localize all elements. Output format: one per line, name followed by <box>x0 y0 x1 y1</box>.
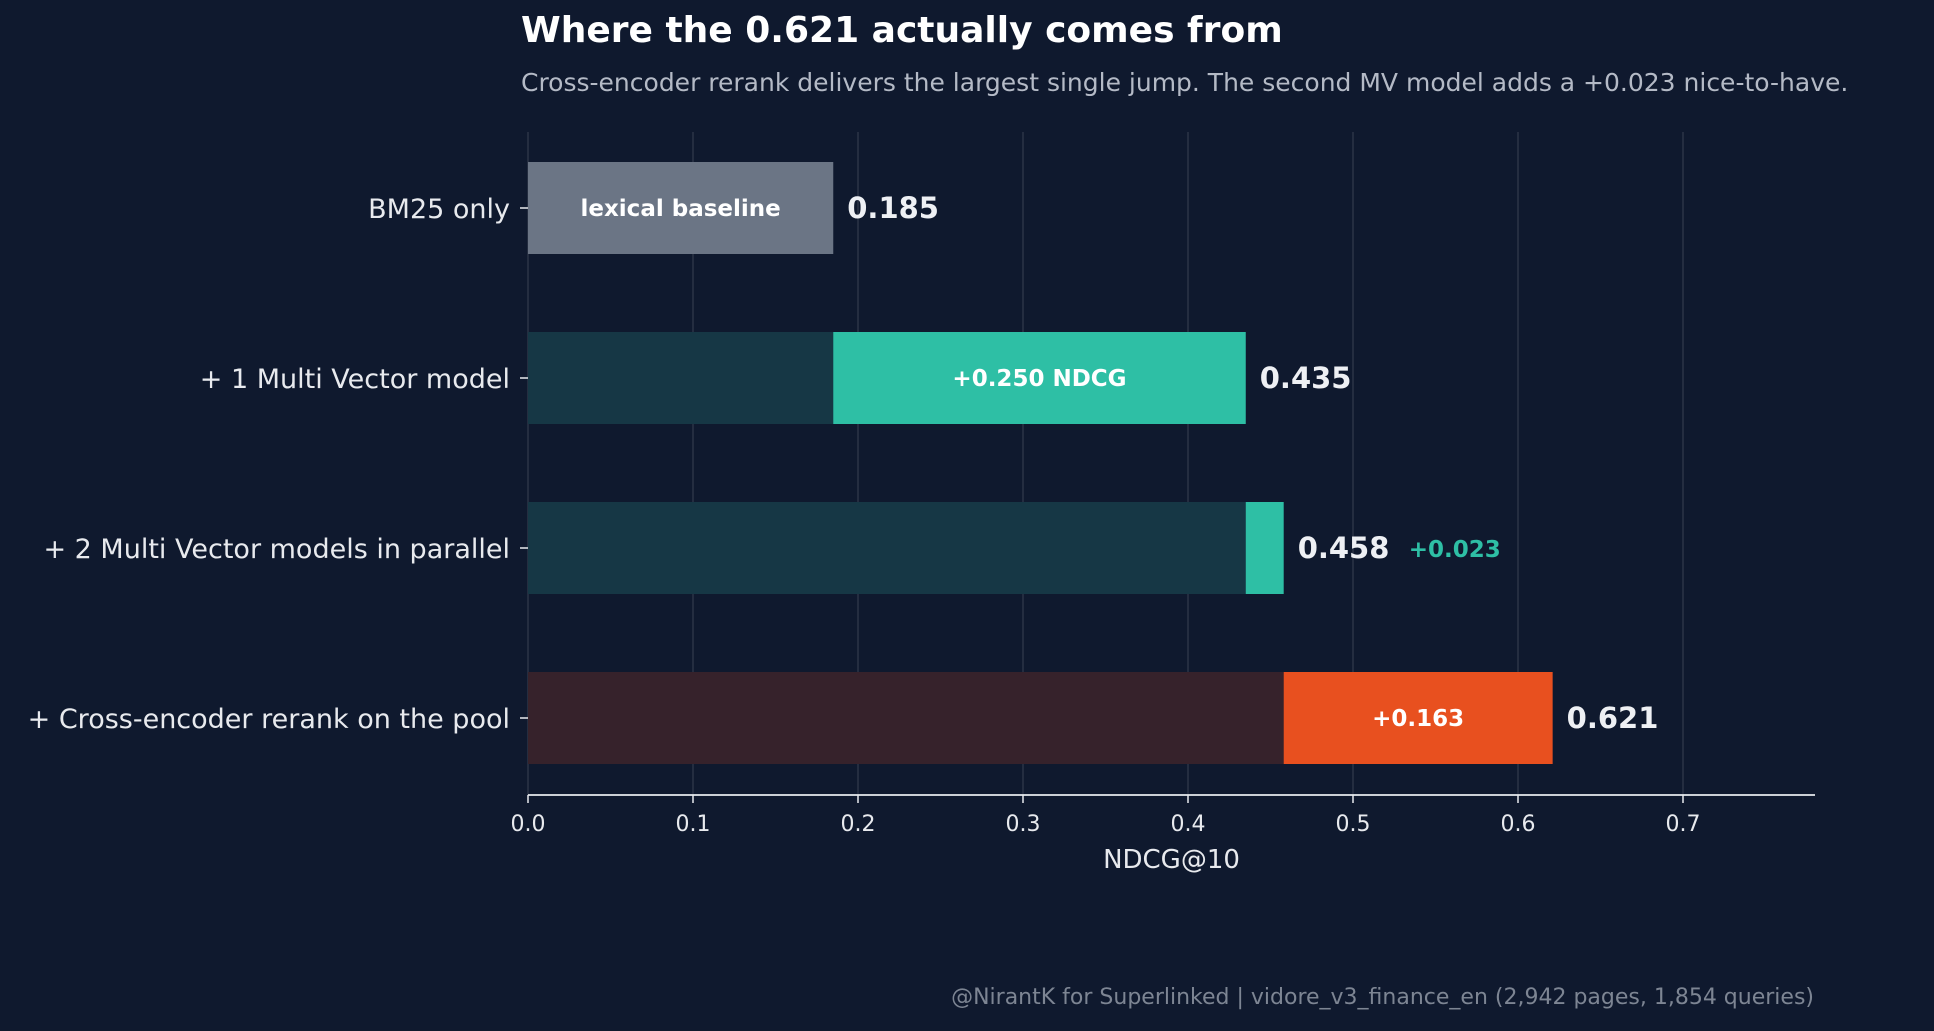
chart-subtitle: Cross-encoder rerank delivers the larges… <box>521 68 1849 97</box>
x-axis-label: NDCG@10 <box>1103 845 1240 875</box>
total-value-label: 0.435 <box>1260 361 1352 395</box>
category-label: + 1 Multi Vector model <box>200 364 510 395</box>
bar-gain-segment <box>833 332 1246 424</box>
total-value-label: 0.185 <box>847 191 939 225</box>
bars <box>528 162 1553 764</box>
bar-gain-segment <box>528 162 834 254</box>
x-axis: 0.0 0.1 0.2 0.3 0.4 0.5 0.6 0.7 NDCG@10 <box>511 207 1815 875</box>
bar-prior-segment <box>528 332 834 424</box>
in-bar-label: +0.163 <box>1372 706 1464 732</box>
total-value-label: 0.621 <box>1567 701 1659 735</box>
chart-title: Where the 0.621 actually comes from <box>521 10 1283 51</box>
category-label: + Cross-encoder rerank on the pool <box>28 704 510 735</box>
x-tick-label: 0.2 <box>841 812 876 837</box>
x-tick-label: 0.6 <box>1501 812 1536 837</box>
total-value-label: 0.458 <box>1298 531 1390 565</box>
footer-credit: @NirantK for Superlinked | vidore_v3_fin… <box>951 985 1814 1010</box>
labels: lexical baseline 0.185 BM25 only +0.250 NDC… <box>28 191 1659 735</box>
x-tick-label: 0.0 <box>511 812 546 837</box>
bar-gain-segment <box>1283 672 1553 764</box>
in-bar-label: lexical baseline <box>580 196 780 222</box>
x-tick-label: 0.3 <box>1006 812 1041 837</box>
in-bar-label: +0.250 NDCG <box>952 366 1126 392</box>
bar-gain-segment <box>1245 502 1284 594</box>
x-tick-label: 0.1 <box>676 812 711 837</box>
bar-prior-segment <box>528 502 1246 594</box>
delta-label: +0.023 <box>1409 537 1501 563</box>
x-tick-label: 0.5 <box>1336 812 1371 837</box>
category-label: BM25 only <box>368 194 510 225</box>
x-tick-label: 0.4 <box>1171 812 1206 837</box>
category-label: + 2 Multi Vector models in parallel <box>43 534 510 565</box>
bar-prior-segment <box>528 672 1284 764</box>
x-tick-label: 0.7 <box>1666 812 1701 837</box>
